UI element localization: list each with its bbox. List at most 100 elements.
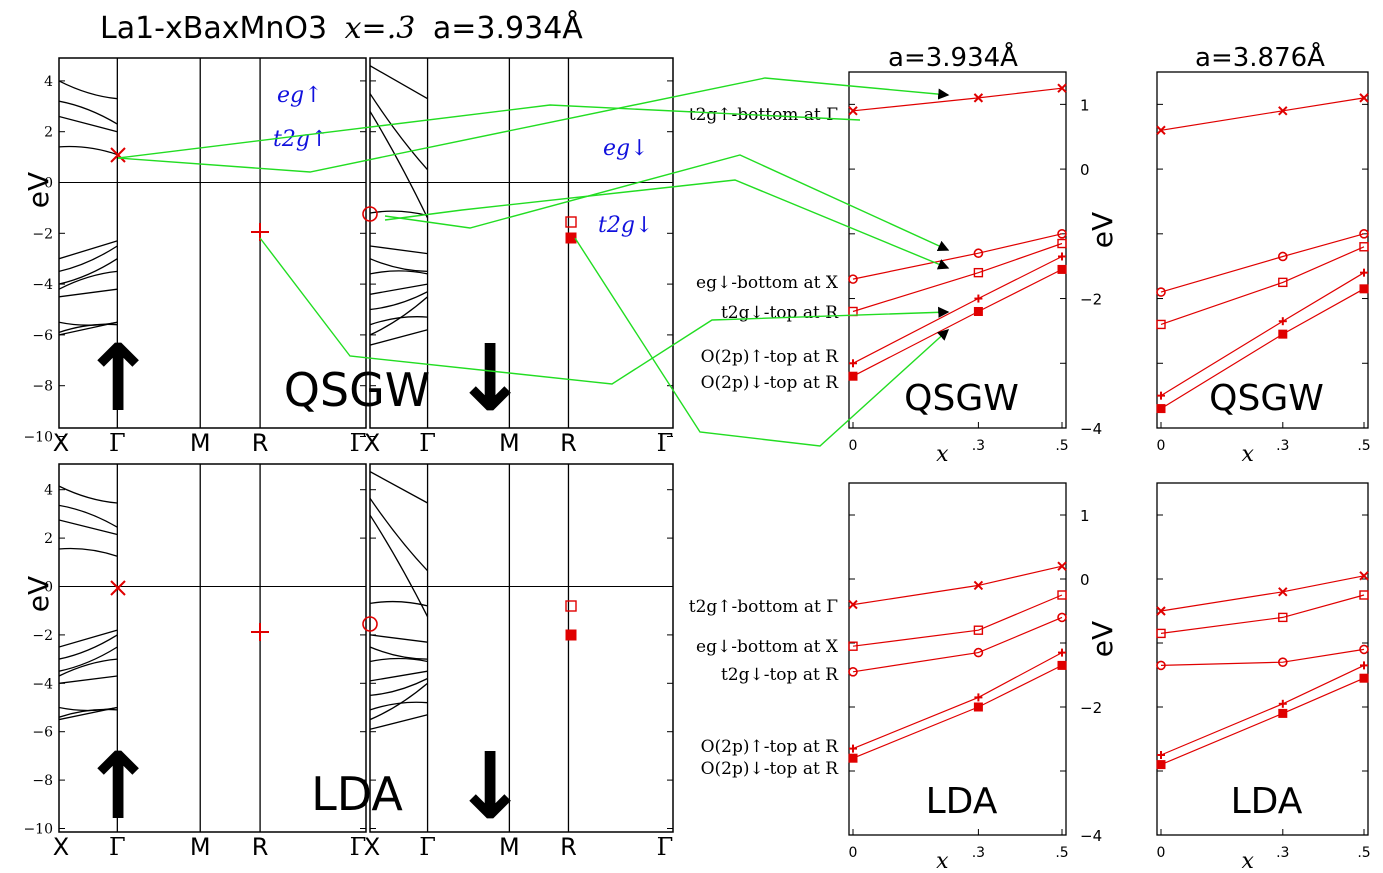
scatter-panel-1: 0 .3 .5 x 1 0 −2 −4 eV QSGW: [848, 71, 1119, 467]
band-line: [59, 485, 118, 504]
data-point: [848, 274, 858, 284]
series-x: [848, 561, 1067, 610]
band-line: [59, 80, 118, 100]
panel-frame: [369, 57, 674, 429]
band-line: [370, 291, 428, 311]
band-line: [370, 111, 429, 219]
y-tick-label: 4: [44, 483, 53, 499]
band-line: [370, 471, 428, 504]
spin-up-arrow: ↑: [79, 733, 156, 840]
data-point: [1156, 606, 1166, 616]
band-line: [370, 514, 429, 618]
series-filled-square: [848, 660, 1067, 763]
scatter-method-label: LDA: [1231, 781, 1303, 822]
scatter-ylabel: eV: [1086, 212, 1119, 248]
data-point: [1359, 242, 1369, 252]
series-x: [1156, 571, 1369, 616]
x-tick-label: 0: [849, 438, 858, 454]
scatter-method-label: QSGW: [904, 378, 1019, 419]
k-label-Γ: Γ: [350, 833, 367, 861]
series-line: [1160, 648, 1365, 666]
x-tick-label: .5: [1055, 438, 1068, 454]
series-plus: [1157, 661, 1368, 759]
series-line: [852, 594, 1063, 647]
band-lines: [370, 65, 429, 346]
band-ylabel-bottom: eV: [22, 576, 55, 612]
band-line: [59, 504, 118, 528]
band-line: [370, 316, 428, 326]
y-tick-label: 0: [1080, 161, 1090, 179]
series-square: [848, 238, 1067, 317]
data-point: [1156, 319, 1166, 330]
series-label-qsgw-2: eg↓-bottom at X: [696, 273, 839, 293]
band-panel-bot-up: 420−2−4−6−8−10X Γ M R Γ↑: [23, 463, 367, 861]
x-tick-label: .3: [1276, 438, 1289, 454]
scatter-frame: [848, 482, 1067, 836]
data-point: [1156, 287, 1166, 297]
connector-line-6: [117, 104, 861, 159]
title-compound: La1-xBaxMnO3: [100, 11, 327, 46]
band-line: [370, 657, 428, 663]
data-point: [1359, 590, 1369, 600]
y-tick-label: 1: [1080, 96, 1090, 114]
data-point: [1057, 264, 1067, 274]
series-plus: [1157, 268, 1368, 400]
series-line: [1160, 594, 1365, 634]
series-line: [1160, 664, 1365, 756]
marker-o2p-down-r: [565, 232, 577, 244]
header-a-3876: a=3.876Å: [1195, 41, 1325, 73]
band-line: [370, 296, 429, 336]
data-point: [1278, 657, 1288, 668]
x-tick-label: .5: [1055, 845, 1068, 861]
data-point: [973, 647, 984, 658]
data-point: [848, 641, 858, 651]
data-point: [1278, 587, 1288, 597]
band-line: [59, 321, 118, 336]
series-line: [852, 616, 1063, 673]
data-point: [1278, 106, 1288, 116]
band-panel-bot-down: X Γ M R Γ ↓: [364, 463, 674, 861]
data-point: [1058, 648, 1066, 657]
y-tick-label: −10: [23, 430, 53, 446]
x-tick-label: 0: [1157, 845, 1166, 861]
series-label-lda-1: t2g↑-bottom at Γ: [689, 597, 838, 617]
data-point: [1278, 329, 1288, 339]
band-line: [59, 634, 118, 660]
data-point: [1057, 561, 1067, 571]
band-line: [370, 677, 428, 697]
connector-line-3: [384, 154, 950, 252]
band-markers: [110, 147, 577, 641]
spin-down-arrow: ↓: [451, 733, 528, 840]
series-filled-square: [848, 264, 1067, 381]
scatter-method-label: LDA: [926, 781, 998, 822]
data-point: [1156, 760, 1166, 770]
data-point: [1157, 391, 1165, 400]
data-point: [1058, 252, 1066, 261]
data-point: [1057, 660, 1067, 670]
scatter-frame: [1156, 482, 1369, 836]
connector-line-2: [259, 237, 950, 385]
panel-frame: [369, 463, 674, 833]
x-axis-label: x: [1242, 849, 1255, 873]
spin-up-arrow: ↑: [79, 325, 156, 432]
x-tick-label: .5: [1357, 438, 1370, 454]
data-point: [1360, 661, 1368, 670]
k-label-R: R: [252, 429, 269, 457]
y-tick-label: −2: [32, 628, 53, 644]
band-line: [59, 519, 118, 536]
band-line: [59, 100, 118, 125]
k-label-Γ: Γ: [657, 833, 674, 861]
data-point: [1156, 404, 1166, 414]
data-point: [973, 248, 984, 259]
x-tick-label: 0: [1157, 438, 1166, 454]
k-label-X: X: [53, 429, 69, 457]
band-lines: [59, 80, 118, 336]
series-circle: [848, 229, 1067, 284]
method-label-qsgw: QSGW: [284, 363, 431, 417]
data-point: [1359, 673, 1369, 683]
y-tick-label: −2: [1080, 699, 1102, 717]
data-point: [973, 702, 983, 712]
y-tick-label: −4: [1080, 420, 1102, 438]
series-circle: [1156, 644, 1369, 671]
k-label-M: M: [190, 429, 211, 457]
